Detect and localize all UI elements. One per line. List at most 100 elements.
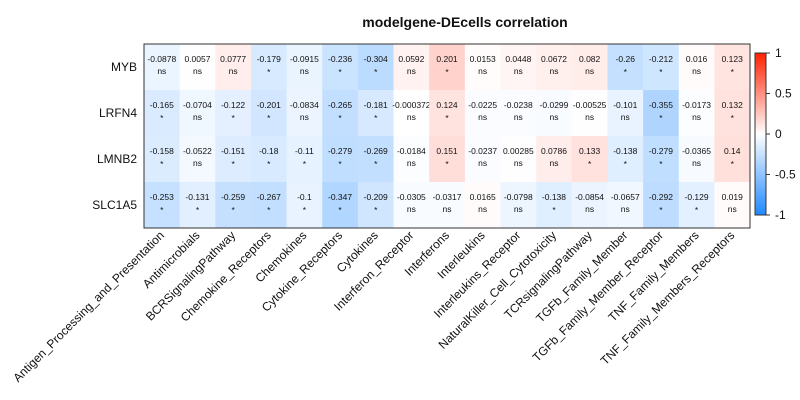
cell-value-label: 0.0153 <box>470 54 496 64</box>
cell-significance-label: ns <box>478 158 487 168</box>
cell-significance-label: * <box>445 67 449 77</box>
cell-value-label: -0.0317 <box>433 192 462 202</box>
cell-significance-label: * <box>445 113 449 123</box>
cell-value-label: -0.279 <box>328 146 352 156</box>
column-label: Antigen_Processing_and_Presentation <box>10 228 167 385</box>
cell-significance-label: * <box>374 205 378 215</box>
cell-value-label: -0.151 <box>221 146 245 156</box>
heatmap-cell <box>429 44 466 91</box>
cell-significance-label: ns <box>478 66 487 76</box>
cell-significance-label: * <box>445 159 449 169</box>
cell-value-label: -0.0854 <box>575 192 604 202</box>
cell-significance-label: * <box>552 205 556 215</box>
heatmap-cell <box>393 182 430 229</box>
cell-value-label: -0.138 <box>613 146 637 156</box>
cell-value-label: -0.0704 <box>183 100 212 110</box>
cell-value-label: 0.016 <box>686 54 708 64</box>
heatmap-cell <box>536 44 573 91</box>
cell-value-label: 0.201 <box>436 54 458 64</box>
row-label: LRFN4 <box>99 106 137 120</box>
cell-significance-label: ns <box>407 112 416 122</box>
cell-value-label: -0.267 <box>257 192 281 202</box>
cell-significance-label: * <box>338 113 342 123</box>
heatmap-cell <box>357 44 394 91</box>
cell-value-label: -0.0238 <box>504 100 533 110</box>
heatmap-cell <box>536 90 573 137</box>
heatmap-cell <box>215 136 252 183</box>
cell-value-label: -0.00525 <box>573 100 607 110</box>
heatmap-cell <box>678 182 715 229</box>
cell-significance-label: * <box>267 67 271 77</box>
cell-value-label: -0.181 <box>364 100 388 110</box>
heatmap-cell <box>714 182 751 229</box>
cell-significance-label: * <box>659 205 663 215</box>
cell-significance-label: ns <box>193 158 202 168</box>
cell-value-label: -0.129 <box>685 192 709 202</box>
heatmap-cell <box>322 90 359 137</box>
heatmap-cell <box>215 182 252 229</box>
cell-value-label: -0.0305 <box>397 192 426 202</box>
legend-tick-label: 0.5 <box>775 87 792 101</box>
heatmap-cell <box>322 182 359 229</box>
cell-value-label: 0.0592 <box>398 54 424 64</box>
cell-significance-label: ns <box>407 158 416 168</box>
heatmap-cell <box>607 44 644 91</box>
cell-significance-label: ns <box>478 204 487 214</box>
heatmap-cell <box>286 90 323 137</box>
heatmap-cell <box>357 182 394 229</box>
heatmap-cell <box>215 44 252 91</box>
cell-value-label: 0.0165 <box>470 192 496 202</box>
cell-value-label: -0.269 <box>364 146 388 156</box>
cell-value-label: -0.0184 <box>397 146 426 156</box>
cell-significance-label: ns <box>692 158 701 168</box>
cell-value-label: 0.132 <box>722 100 744 110</box>
cell-value-label: -0.122 <box>221 100 245 110</box>
heatmap-cell <box>250 136 287 183</box>
heatmap-cell <box>464 44 501 91</box>
cell-value-label: -0.0798 <box>504 192 533 202</box>
cell-significance-label: ns <box>407 204 416 214</box>
cell-value-label: -0.179 <box>257 54 281 64</box>
legend-tick-label: 0 <box>775 127 782 141</box>
heatmap-cell <box>357 136 394 183</box>
cell-value-label: 0.0448 <box>505 54 531 64</box>
cell-value-label: -0.347 <box>328 192 352 202</box>
cell-value-label: -0.0657 <box>611 192 640 202</box>
row-label: SLC1A5 <box>92 198 137 212</box>
cell-significance-label: * <box>731 159 735 169</box>
heatmap-cell <box>250 182 287 229</box>
column-label: TGFb_Family_Member_Receptor <box>530 228 666 364</box>
cell-significance-label: ns <box>443 204 452 214</box>
cell-significance-label: * <box>196 205 200 215</box>
cell-significance-label: ns <box>585 204 594 214</box>
cell-significance-label: ns <box>193 66 202 76</box>
heatmap-cell <box>393 136 430 183</box>
cell-significance-label: * <box>659 159 663 169</box>
heatmap-cell <box>607 90 644 137</box>
cell-significance-label: * <box>624 159 628 169</box>
cell-significance-label: * <box>659 67 663 77</box>
row-label: MYB <box>111 60 137 74</box>
cell-significance-label: * <box>231 113 235 123</box>
heatmap-cell <box>464 136 501 183</box>
cell-significance-label: * <box>624 67 628 77</box>
cell-significance-label: ns <box>621 204 630 214</box>
heatmap-cell <box>571 44 608 91</box>
cell-value-label: -0.355 <box>649 100 673 110</box>
cell-value-label: 0.151 <box>436 146 458 156</box>
heatmap-cell <box>500 182 537 229</box>
cell-value-label: -0.0522 <box>183 146 212 156</box>
heatmap-cell <box>607 136 644 183</box>
cell-significance-label: ns <box>300 112 309 122</box>
heatmap-cell <box>357 90 394 137</box>
cell-value-label: -0.0237 <box>468 146 497 156</box>
heatmap-cell <box>536 136 573 183</box>
heatmap-cell <box>678 136 715 183</box>
chart-title: modelgene-DEcells correlation <box>362 14 567 30</box>
heatmap-cell <box>322 136 359 183</box>
cell-value-label: 0.0786 <box>541 146 567 156</box>
heatmap-cell <box>250 90 287 137</box>
cell-value-label: -0.201 <box>257 100 281 110</box>
cell-value-label: -0.304 <box>364 54 388 64</box>
